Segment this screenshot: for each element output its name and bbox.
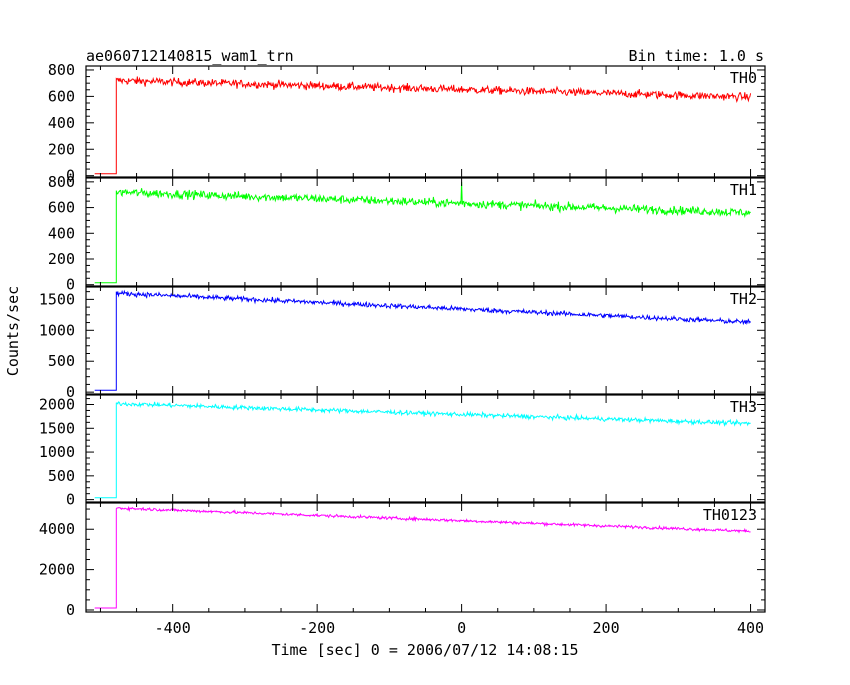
series-line-th3: [94, 401, 751, 499]
y-tick-label-th0123: 0: [66, 601, 75, 619]
y-tick-label-th3: 1000: [39, 443, 75, 461]
y-tick-label-th0: 600: [48, 87, 75, 105]
y-tick-label-th0: 200: [48, 140, 75, 158]
y-tick-label-th2: 1000: [39, 321, 75, 339]
y-tick-label-th1: 800: [48, 173, 75, 191]
y-tick-label-th1: 0: [66, 276, 75, 294]
y-tick-label-th3: 1500: [39, 419, 75, 437]
y-tick-label-th1: 600: [48, 199, 75, 217]
panel-frame-th1: [85, 177, 766, 287]
y-axis-label: Counts/sec: [4, 286, 22, 376]
y-tick-label-th0123: 4000: [39, 520, 75, 538]
series-label-th1: TH1: [730, 181, 757, 199]
x-tick-label: 400: [737, 619, 764, 637]
series-line-th2: [94, 289, 751, 391]
y-tick-label-th1: 200: [48, 250, 75, 268]
x-tick-label: -200: [299, 619, 335, 637]
x-tick-label: -400: [155, 619, 191, 637]
x-tick-label: 0: [457, 619, 466, 637]
y-tick-label-th0: 400: [48, 114, 75, 132]
y-tick-label-th0: 0: [66, 167, 75, 185]
series-label-th0123: TH0123: [703, 506, 757, 524]
series-label-th3: TH3: [730, 398, 757, 416]
panels-group: 0 200 400 600 800 TH0 0 200 400 600 800 TH1 0 500 1000…: [39, 61, 766, 637]
chart-title: ae060712140815_wam1_trn: [86, 47, 294, 65]
y-tick-label-th2: 500: [48, 352, 75, 370]
y-tick-label-th2: 0: [66, 383, 75, 401]
panel-frame-th2: [85, 286, 766, 395]
x-tick-label: 200: [593, 619, 620, 637]
y-tick-label-th3: 2000: [39, 396, 75, 414]
x-axis-label: Time [sec] 0 = 2006/07/12 14:08:15: [271, 641, 578, 659]
series-line-th0123: [94, 505, 751, 609]
series-line-th1: [94, 181, 751, 284]
y-tick-label-th1: 400: [48, 224, 75, 242]
bin-time-label: Bin time: 1.0 s: [629, 47, 764, 65]
y-tick-label-th3: 0: [66, 491, 75, 509]
panel-frame-th3: [85, 394, 766, 503]
series-label-th0: TH0: [730, 69, 757, 87]
y-tick-label-th2: 1500: [39, 290, 75, 308]
y-tick-label-th3: 500: [48, 467, 75, 485]
series-line-th0: [94, 76, 752, 175]
series-label-th2: TH2: [730, 290, 757, 308]
y-tick-label-th0123: 2000: [39, 561, 75, 579]
y-tick-label-th0: 800: [48, 61, 75, 79]
